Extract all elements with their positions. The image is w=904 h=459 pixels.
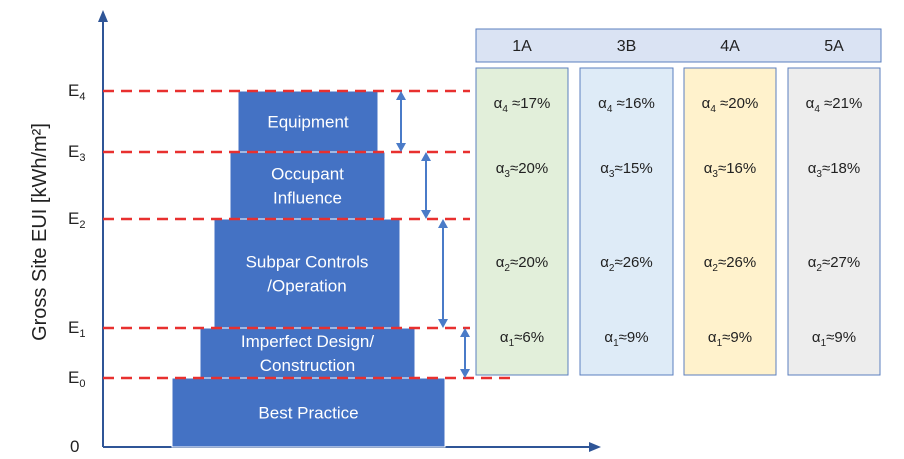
- zone-header-label: 4A: [720, 38, 740, 55]
- range-arrow-icon: [460, 328, 470, 378]
- tier-block: Subpar Controls/Operation: [213, 218, 401, 329]
- level-label: E1: [68, 318, 85, 340]
- tier-block: Occupant Influence: [229, 151, 386, 220]
- tier-label: Occupant: [271, 165, 344, 184]
- zone-column: [579, 67, 674, 376]
- alpha-share-value: α4 ≈21%: [806, 95, 863, 115]
- alpha-share-value: α3≈20%: [496, 160, 549, 180]
- tier-label: Best Practice: [258, 404, 358, 423]
- tier-block: Best Practice: [171, 377, 446, 448]
- alpha-share-value: α2≈27%: [808, 254, 861, 274]
- alpha-share-value: α1≈9%: [708, 329, 752, 349]
- range-arrow-icon: [438, 219, 448, 328]
- alpha-share-value: α3≈15%: [600, 160, 653, 180]
- y-axis-arrow-icon: [98, 10, 108, 22]
- level-label: E0: [68, 368, 85, 390]
- y-zero-label: 0: [70, 437, 79, 456]
- tier-bar: [237, 90, 379, 153]
- arrow-layer: [396, 91, 470, 378]
- level-label: E2: [68, 209, 85, 231]
- tier-block: Imperfect Design/Construction: [199, 327, 416, 379]
- tier-label: Imperfect Design/: [241, 332, 374, 351]
- tier-label: /Operation: [267, 277, 346, 296]
- alpha-share-value: α4 ≈16%: [598, 95, 655, 115]
- zone-header-label: 1A: [512, 38, 532, 55]
- tier-label: Construction: [260, 356, 355, 375]
- alpha-share-value: α1≈6%: [500, 329, 544, 349]
- zone-header-bar: [475, 28, 882, 63]
- alpha-share-value: α4 ≈20%: [702, 95, 759, 115]
- zone-header-label: 3B: [617, 38, 637, 55]
- alpha-share-value: α2≈20%: [496, 254, 549, 274]
- zone-header-label: 5A: [824, 38, 844, 55]
- level-label: E4: [68, 81, 85, 103]
- level-label: E3: [68, 142, 85, 164]
- alpha-share-value: α2≈26%: [704, 254, 757, 274]
- tier-layer: Best Practice Imperfect Design/Constructi…: [171, 90, 446, 448]
- tier-bar: [171, 377, 446, 448]
- tier-label: Equipment: [267, 113, 349, 132]
- tier-bar: [213, 218, 401, 329]
- alpha-share-value: α1≈9%: [812, 329, 856, 349]
- tier-label: Subpar Controls: [246, 253, 369, 272]
- range-arrow-icon: [396, 91, 406, 152]
- zone-column: [475, 67, 569, 376]
- tier-block: Equipment: [237, 90, 379, 153]
- alpha-share-value: α2≈26%: [600, 254, 653, 274]
- climate-zone-table: 1A α4 ≈17% α3≈20% α2≈20% α1≈6% 3B α4 ≈16% α3≈15…: [475, 28, 882, 376]
- zone-column: [683, 67, 777, 376]
- y-axis-title: Gross Site EUI [kWh/m²]: [29, 123, 51, 341]
- alpha-share-value: α1≈9%: [604, 329, 648, 349]
- level-layer: E0 E1 E2 E3 E4: [68, 81, 512, 390]
- alpha-share-value: α3≈18%: [808, 160, 861, 180]
- tier-label: Influence: [273, 189, 342, 208]
- alpha-share-value: α3≈16%: [704, 160, 757, 180]
- x-axis-arrow-icon: [589, 442, 601, 452]
- zone-column: [787, 67, 881, 376]
- range-arrow-icon: [421, 152, 431, 219]
- alpha-share-value: α4 ≈17%: [494, 95, 551, 115]
- tier-bar: [229, 151, 386, 220]
